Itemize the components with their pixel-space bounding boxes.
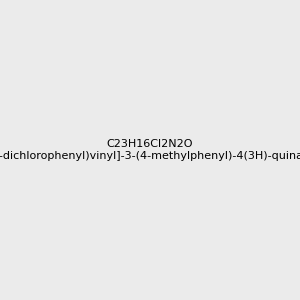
Text: C23H16Cl2N2O
2-[2-(2,4-dichlorophenyl)vinyl]-3-(4-methylphenyl)-4(3H)-quinazolin: C23H16Cl2N2O 2-[2-(2,4-dichlorophenyl)vi… <box>0 139 300 161</box>
